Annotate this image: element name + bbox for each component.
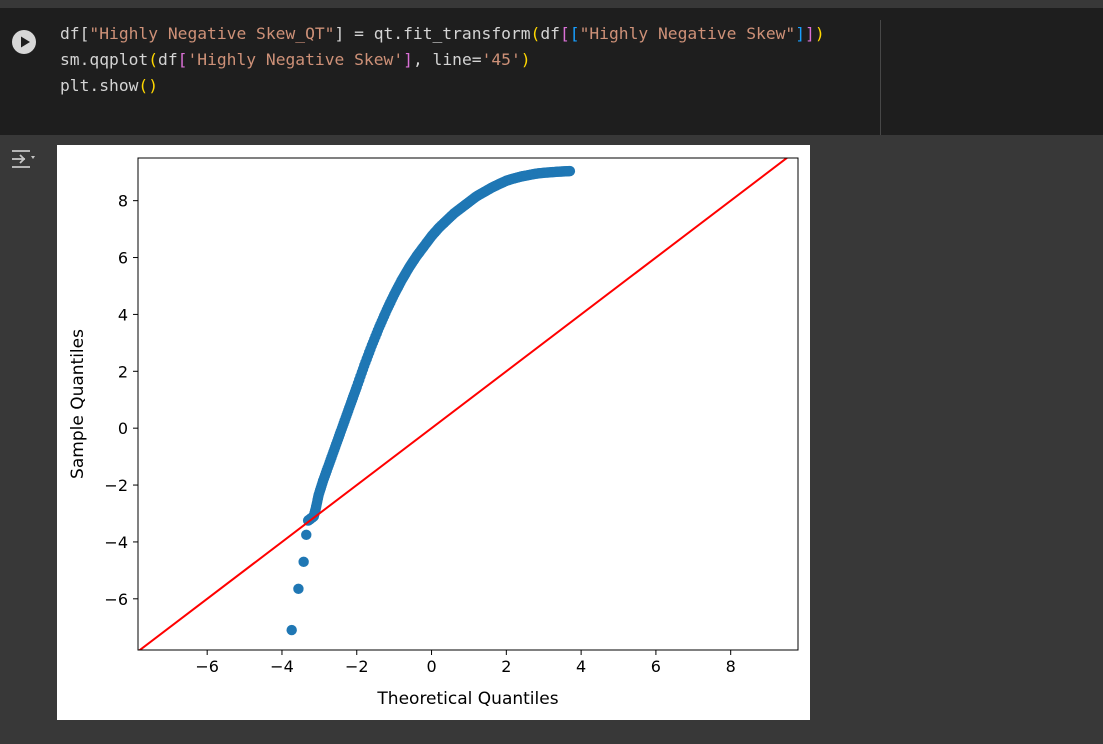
y-tick-label: 0: [118, 419, 128, 438]
x-tick-label: −4: [270, 657, 294, 676]
code-token: df[: [60, 24, 90, 43]
x-tick-label: −2: [345, 657, 369, 676]
notebook-top-strip: [0, 0, 1103, 8]
reference-line-45: [138, 158, 789, 650]
code-token: (): [138, 76, 159, 95]
code-token: ]: [795, 24, 806, 43]
code-editor[interactable]: df["Highly Negative Skew_QT"] = qt.fit_t…: [60, 21, 825, 99]
output-toggle-icon: [12, 150, 35, 168]
data-point: [293, 583, 304, 595]
code-token: [: [177, 50, 188, 69]
run-cell-button[interactable]: [12, 30, 36, 54]
code-token: [: [559, 24, 570, 43]
x-tick-label: 2: [501, 657, 511, 676]
code-token: 'Highly Negative Skew': [187, 50, 404, 69]
code-token: ): [520, 50, 531, 69]
play-icon: [21, 36, 30, 48]
code-line[interactable]: plt.show(): [60, 73, 825, 99]
editor-divider: [880, 20, 881, 142]
plot-area: [138, 158, 789, 650]
code-token: df: [540, 24, 560, 43]
code-token: df: [158, 50, 178, 69]
code-token: plt.show: [60, 76, 139, 95]
data-point: [563, 165, 575, 177]
code-token: ): [814, 24, 825, 43]
x-tick-label: 0: [426, 657, 436, 676]
y-tick-label: 8: [118, 192, 128, 211]
data-point: [286, 624, 297, 636]
code-token: ]: [403, 50, 413, 69]
x-tick-label: −6: [195, 657, 219, 676]
y-tick-label: −6: [104, 590, 128, 609]
code-token: "Highly Negative Skew": [579, 24, 796, 43]
output-toggle-button[interactable]: [8, 144, 40, 174]
y-axis-label: Sample Quantiles: [68, 329, 88, 479]
y-tick-label: 4: [118, 305, 128, 324]
y-tick-label: −4: [104, 533, 128, 552]
y-tick-label: 2: [118, 362, 128, 381]
code-token: (: [148, 50, 159, 69]
qq-plot-chart: −6 −4 −2 0 2 4 6 8 −6 −4 −2 0 2 4 6 8 Theoretical Quanti…: [68, 157, 799, 709]
code-token: "Highly Negative Skew_QT": [89, 24, 335, 43]
x-tick-label: 6: [651, 657, 661, 676]
plot-figure: −6 −4 −2 0 2 4 6 8 −6 −4 −2 0 2 4 6 8 Theoretical Quanti…: [57, 145, 810, 720]
data-point: [301, 529, 312, 541]
code-cell[interactable]: df["Highly Negative Skew_QT"] = qt.fit_t…: [0, 8, 1103, 142]
code-token: , line=: [412, 50, 482, 69]
code-token: (: [530, 24, 541, 43]
x-axis-label: Theoretical Quantiles: [376, 689, 558, 709]
axes-frame: [137, 157, 799, 651]
x-tick-label: 8: [726, 657, 736, 676]
code-token: sm.qqplot: [60, 50, 149, 69]
x-tick-label: 4: [576, 657, 586, 676]
code-line[interactable]: df["Highly Negative Skew_QT"] = qt.fit_t…: [60, 21, 825, 47]
code-token: '45': [481, 50, 521, 69]
y-tick-label: −2: [104, 476, 128, 495]
code-token: ]: [805, 24, 815, 43]
code-line[interactable]: sm.qqplot(df['Highly Negative Skew'], li…: [60, 47, 825, 73]
code-token: [: [569, 24, 580, 43]
data-point: [298, 556, 309, 568]
y-tick-label: 6: [118, 249, 128, 268]
code-token: ] = qt.fit_transform: [334, 24, 531, 43]
